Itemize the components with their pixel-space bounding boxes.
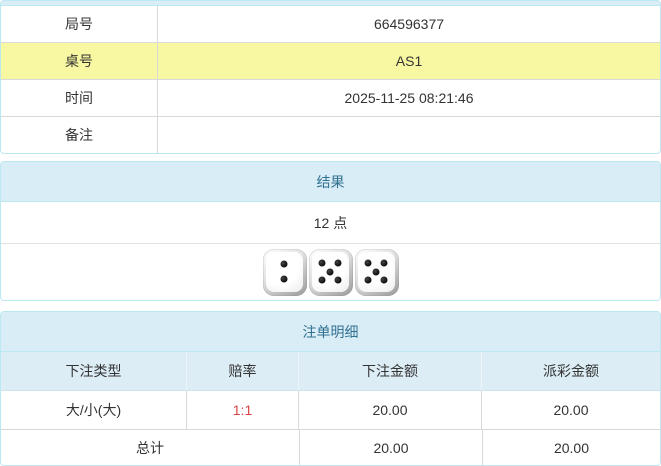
die-pip — [364, 276, 372, 284]
game-number-label: 局号 — [1, 6, 158, 42]
info-row-time: 时间 2025-11-25 08:21:46 — [1, 79, 660, 116]
info-row-remark: 备注 — [1, 116, 660, 153]
table-number-label: 桌号 — [1, 43, 158, 79]
die-pip — [334, 276, 342, 284]
time-label: 时间 — [1, 80, 158, 116]
die-face — [357, 251, 395, 292]
bet-amount-cell: 20.00 — [298, 391, 481, 429]
bet-details-title: 注单明细 — [1, 312, 660, 352]
bet-table-header-row: 下注类型 赔率 下注金额 派彩金额 — [1, 352, 660, 391]
die-face — [311, 251, 349, 292]
die-pip — [380, 276, 388, 284]
die-pip — [318, 259, 326, 267]
info-row-game-number: 局号 664596377 — [1, 6, 660, 42]
bet-table-row: 大/小(大) 1:1 20.00 20.00 — [1, 391, 660, 429]
die-pip — [372, 268, 380, 275]
result-panel: 结果 12 点 — [0, 161, 661, 301]
column-header-bet-amount: 下注金额 — [298, 352, 481, 390]
column-header-odds: 赔率 — [186, 352, 298, 390]
bet-details-panel: 注单明细 下注类型 赔率 下注金额 派彩金额 大/小(大) 1:1 20.00 … — [0, 311, 661, 466]
die-pip — [280, 275, 288, 283]
odds-cell: 1:1 — [186, 391, 298, 429]
time-value: 2025-11-25 08:21:46 — [344, 90, 474, 106]
bet-type-cell: 大/小(大) — [65, 402, 122, 418]
die-icon — [262, 248, 307, 296]
die-pip — [318, 276, 326, 284]
die-pip — [364, 259, 372, 267]
die-icon — [308, 248, 353, 296]
bet-table-total-row: 总计 20.00 20.00 — [1, 429, 660, 465]
total-bet-amount-cell: 20.00 — [299, 430, 482, 465]
total-payout-amount-cell: 20.00 — [482, 430, 660, 465]
die-pip — [280, 260, 288, 268]
die-face — [265, 251, 303, 292]
die-pip — [334, 259, 342, 267]
die-pip — [326, 268, 334, 275]
result-points: 12 点 — [1, 202, 660, 244]
payout-amount-cell: 20.00 — [481, 391, 660, 429]
game-info-panel: 局号 664596377 桌号 AS1 时间 2025-11-25 08:21:… — [0, 0, 661, 154]
die-pip — [380, 259, 388, 267]
game-number-value: 664596377 — [373, 16, 445, 32]
result-panel-title: 结果 — [1, 162, 660, 202]
table-number-value: AS1 — [395, 53, 423, 69]
info-row-table-number: 桌号 AS1 — [1, 42, 660, 79]
total-label: 总计 — [136, 439, 164, 456]
column-header-bet-type: 下注类型 — [65, 363, 122, 379]
die-icon — [354, 248, 399, 296]
column-header-payout-amount: 派彩金额 — [481, 352, 660, 390]
info-panel-heading-strip — [1, 1, 660, 6]
remark-label: 备注 — [1, 117, 158, 153]
dice-row — [1, 244, 660, 300]
